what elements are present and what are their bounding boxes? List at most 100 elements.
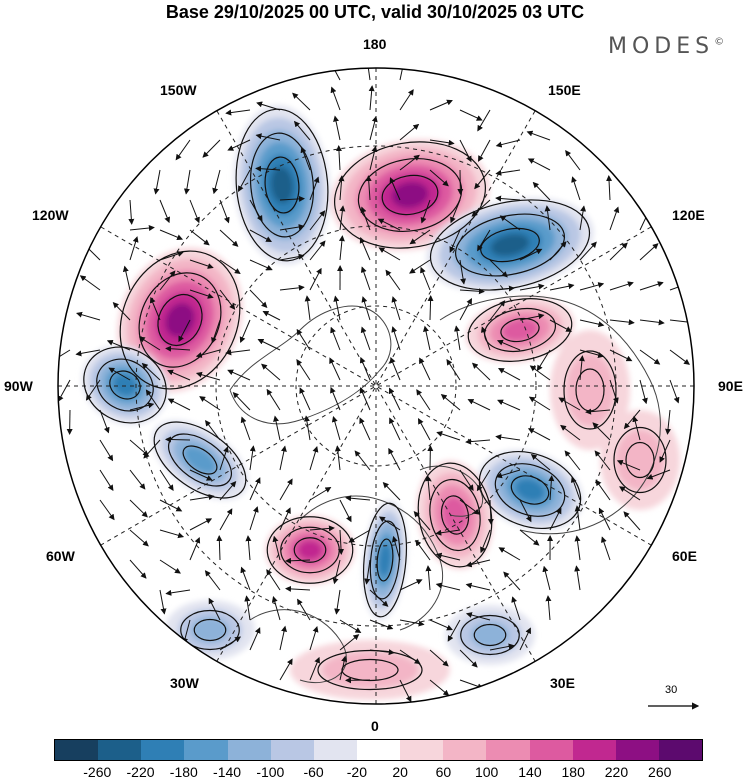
wind-vector-arrow bbox=[427, 295, 434, 321]
wind-vector-arrow bbox=[189, 494, 215, 501]
longitude-label-120e: 120E bbox=[672, 207, 705, 223]
longitude-label-180: 180 bbox=[363, 36, 387, 52]
wind-vector-arrow bbox=[574, 565, 581, 591]
wind-vector-arrow bbox=[609, 242, 628, 261]
colorbar-tick-label: 220 bbox=[604, 764, 629, 780]
wind-vector-arrow bbox=[167, 398, 191, 411]
wind-vector-arrow bbox=[369, 619, 394, 630]
wind-vector-arrow bbox=[477, 109, 491, 132]
geopotential-contour-line bbox=[362, 502, 408, 618]
wind-vector-arrow bbox=[503, 571, 521, 591]
wind-vector-arrow bbox=[429, 619, 453, 631]
wind-vector-arrow bbox=[219, 508, 233, 531]
anomaly-contour-fill bbox=[297, 540, 323, 560]
colorbar-segment bbox=[615, 740, 659, 760]
wind-vector-arrow bbox=[129, 559, 147, 579]
wind-vector-arrow bbox=[360, 326, 371, 351]
wind-vector-arrow bbox=[245, 535, 252, 561]
wind-vector-arrow bbox=[360, 266, 371, 291]
wind-vector-arrow bbox=[399, 89, 414, 111]
wind-vector-arrow bbox=[309, 525, 335, 532]
brand-text: MODES bbox=[608, 34, 715, 59]
wind-vector-arrow bbox=[399, 579, 423, 591]
wind-vector-arrow bbox=[272, 535, 281, 561]
geopotential-contour-line bbox=[334, 141, 486, 249]
wind-vector-arrow bbox=[511, 596, 521, 621]
wind-vector-arrow bbox=[389, 177, 401, 201]
longitude-label-90w: 90W bbox=[4, 378, 33, 394]
wind-vector-arrow bbox=[99, 439, 114, 462]
colorbar-segment bbox=[270, 740, 314, 760]
wind-vector-arrow bbox=[527, 158, 551, 171]
wind-vector-arrow bbox=[545, 595, 552, 621]
wind-vector-arrow bbox=[199, 396, 221, 411]
wind-vector-arrow bbox=[378, 247, 401, 261]
colorbar-tick-label: -220 bbox=[126, 764, 155, 780]
wind-vector-arrow bbox=[195, 371, 221, 381]
wind-vector-arrow bbox=[420, 266, 431, 291]
wind-vector-arrow bbox=[564, 450, 581, 471]
wind-vector-arrow bbox=[579, 349, 605, 358]
wind-vector-arrow bbox=[606, 175, 613, 201]
wind-vector-arrow bbox=[219, 199, 230, 224]
wind-vector-arrow bbox=[435, 529, 461, 536]
anomaly-contour-fill bbox=[501, 319, 539, 341]
wind-vector-arrow bbox=[165, 436, 191, 443]
anomaly-contour-fill bbox=[515, 478, 545, 502]
wind-vector-arrow bbox=[285, 557, 311, 564]
wind-vector-arrow bbox=[279, 253, 305, 261]
wind-vector-arrow bbox=[579, 205, 587, 231]
wind-vector-arrow bbox=[669, 349, 691, 365]
wind-vector-arrow bbox=[459, 649, 478, 668]
wind-vector-arrow bbox=[225, 109, 251, 116]
colorbar-segment bbox=[443, 740, 487, 760]
wind-vector-arrow bbox=[459, 139, 472, 163]
geopotential-contour-line bbox=[249, 132, 315, 238]
wind-vector-arrow bbox=[99, 469, 114, 492]
map-title: Base 29/10/2025 00 UTC, valid 30/10/2025… bbox=[165, 2, 585, 22]
wind-vector-arrow bbox=[498, 547, 521, 561]
wind-vector-arrow bbox=[309, 656, 320, 681]
reference-vector-arrow bbox=[648, 702, 700, 710]
wind-vector-arrow bbox=[309, 626, 319, 651]
geopotential-contour-line bbox=[376, 538, 394, 582]
wind-vector-arrow bbox=[359, 387, 371, 411]
wind-vector-arrow bbox=[262, 311, 281, 321]
wind-vector-arrow bbox=[570, 476, 581, 501]
wind-vector-arrow bbox=[418, 418, 431, 441]
wind-vector-arrow bbox=[338, 529, 345, 555]
colorbar-segment bbox=[356, 740, 401, 760]
wind-vector-arrow bbox=[377, 218, 401, 231]
wind-vector-arrow bbox=[565, 149, 581, 171]
wind-vector-arrow bbox=[616, 459, 641, 471]
wind-vector-arrow bbox=[378, 516, 401, 531]
wind-vector-arrow bbox=[519, 283, 545, 291]
wind-vector-arrow bbox=[459, 288, 485, 295]
wind-vector-arrow bbox=[138, 336, 161, 351]
wind-vector-arrow bbox=[334, 589, 341, 615]
wind-vector-arrow bbox=[489, 285, 515, 292]
wind-vector-arrow bbox=[339, 634, 360, 651]
wind-vector-arrow bbox=[360, 206, 371, 231]
wind-vector-arrow bbox=[623, 511, 641, 531]
wind-vector-arrow bbox=[204, 570, 221, 591]
wind-vector-arrow bbox=[219, 229, 239, 247]
wind-vector-arrow bbox=[558, 397, 581, 411]
wind-vector-arrow bbox=[440, 393, 461, 411]
wind-vector-arrow bbox=[303, 415, 311, 441]
wind-vector-arrow bbox=[256, 101, 281, 111]
wind-vector-arrow bbox=[609, 349, 633, 362]
wind-vector-arrow bbox=[639, 349, 661, 365]
geopotential-contour-line bbox=[440, 495, 470, 535]
anomaly-contour-fill bbox=[190, 617, 230, 643]
wind-vector-arrow bbox=[333, 295, 341, 321]
wind-vector-arrow bbox=[296, 359, 311, 381]
colorbar-segment bbox=[55, 740, 99, 760]
wind-vector-arrow bbox=[129, 469, 146, 490]
wind-vector-arrow bbox=[189, 536, 201, 561]
wind-vector-arrow bbox=[476, 469, 491, 492]
longitude-label-30w: 30W bbox=[170, 675, 199, 691]
wind-vector-arrow bbox=[495, 169, 521, 176]
wind-vector-arrow bbox=[279, 658, 293, 681]
wind-vector-arrow bbox=[99, 409, 110, 434]
